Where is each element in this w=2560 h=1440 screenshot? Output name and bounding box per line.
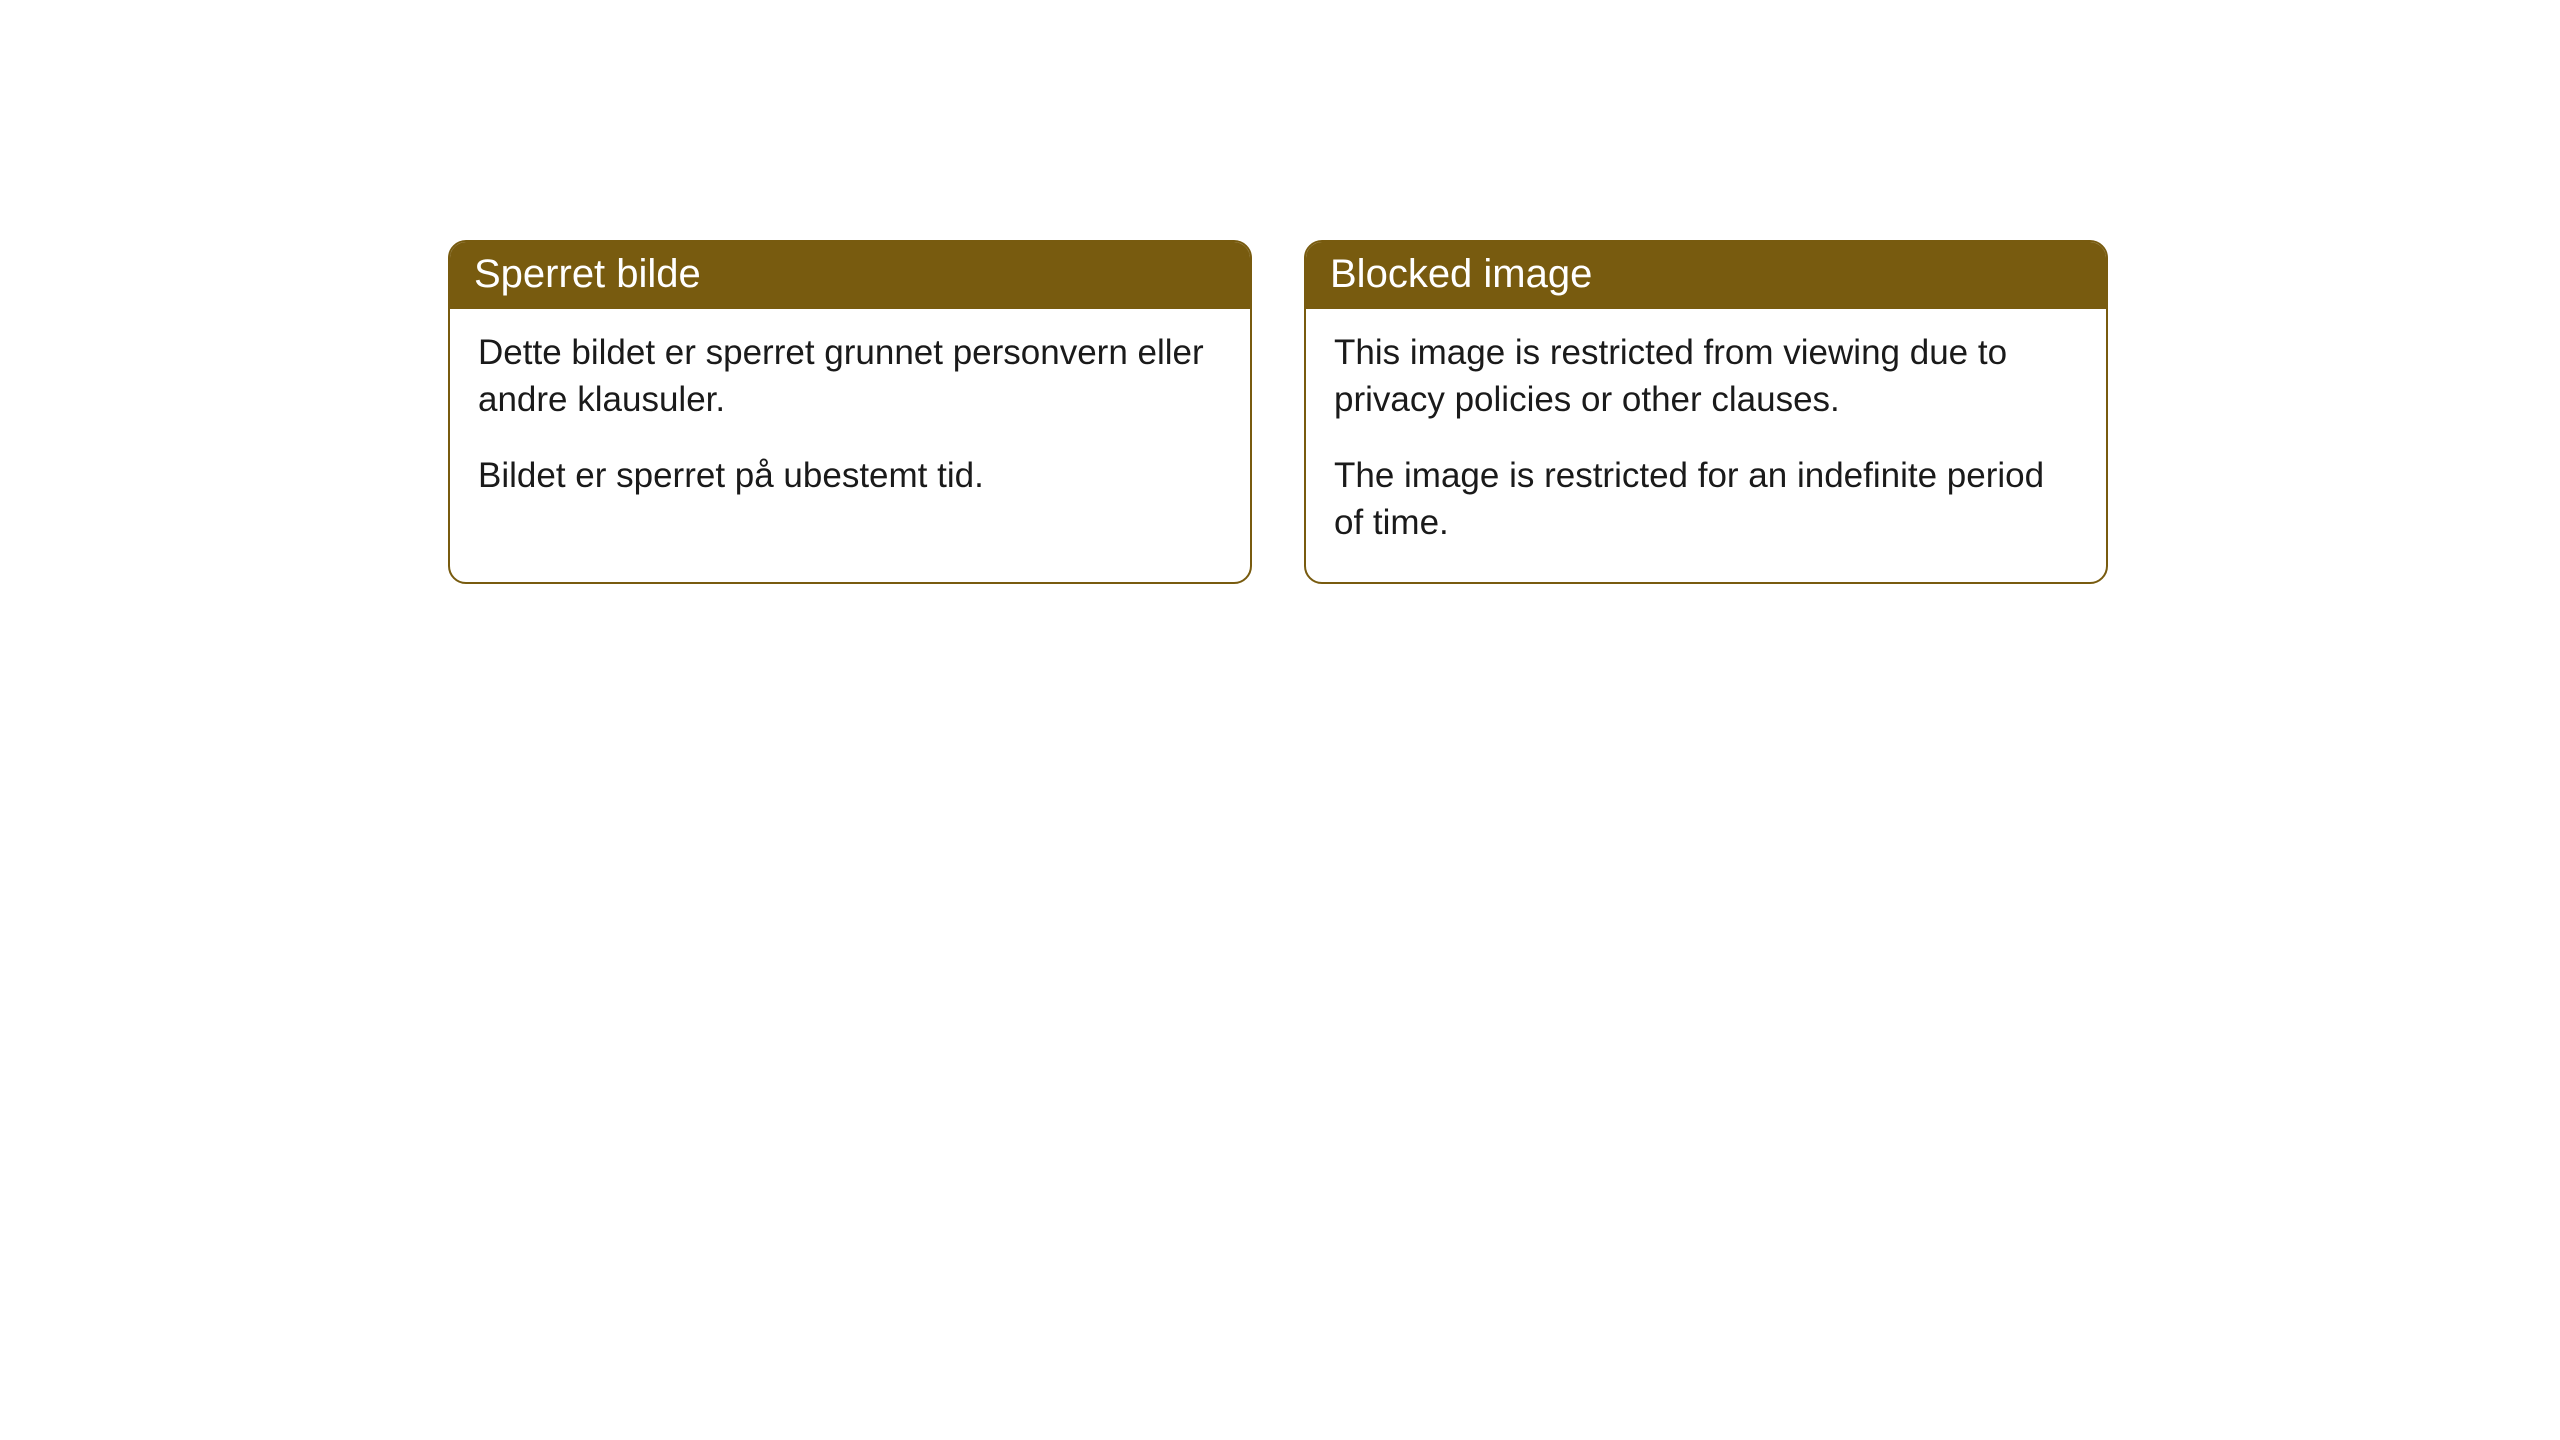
notice-card-norwegian: Sperret bilde Dette bildet er sperret gr… bbox=[448, 240, 1252, 584]
card-title: Sperret bilde bbox=[474, 252, 701, 296]
notice-card-english: Blocked image This image is restricted f… bbox=[1304, 240, 2108, 584]
card-paragraph: Dette bildet er sperret grunnet personve… bbox=[478, 329, 1222, 424]
card-body: Dette bildet er sperret grunnet personve… bbox=[450, 309, 1250, 535]
card-paragraph: Bildet er sperret på ubestemt tid. bbox=[478, 452, 1222, 499]
card-paragraph: This image is restricted from viewing du… bbox=[1334, 329, 2078, 424]
notice-cards-container: Sperret bilde Dette bildet er sperret gr… bbox=[0, 0, 2560, 584]
card-paragraph: The image is restricted for an indefinit… bbox=[1334, 452, 2078, 547]
card-title: Blocked image bbox=[1330, 252, 1592, 296]
card-header: Sperret bilde bbox=[450, 242, 1250, 309]
card-header: Blocked image bbox=[1306, 242, 2106, 309]
card-body: This image is restricted from viewing du… bbox=[1306, 309, 2106, 582]
